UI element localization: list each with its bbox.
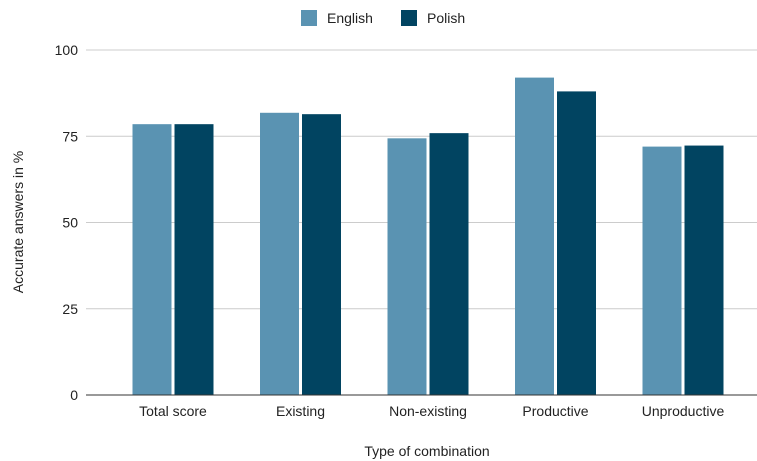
legend-swatch <box>301 10 317 26</box>
bar-english-2[interactable] <box>260 112 299 395</box>
y-tick-label: 50 <box>62 215 78 231</box>
y-tick-label: 75 <box>62 128 78 144</box>
bar-english-3[interactable] <box>387 138 427 395</box>
x-tick-label: Unproductive <box>642 403 725 419</box>
legend-label: English <box>327 10 373 26</box>
bar-english-4[interactable] <box>515 77 554 395</box>
legend-label: Polish <box>427 10 465 26</box>
bar-polish-5[interactable] <box>684 145 724 395</box>
bar-english-1[interactable] <box>132 124 172 396</box>
bar-polish-3[interactable] <box>429 133 469 395</box>
y-axis-title: Accurate answers in % <box>10 151 26 293</box>
y-tick-label: 25 <box>62 301 78 317</box>
legend-item-english[interactable]: English <box>301 10 373 26</box>
x-axis-ticks: Total score Existing Non-existing Productiv… <box>139 403 724 419</box>
legend-swatch <box>401 10 417 26</box>
y-tick-label: 100 <box>55 42 79 58</box>
bar-polish-4[interactable] <box>557 91 596 396</box>
x-tick-label: Non-existing <box>389 403 467 419</box>
legend[interactable]: English Polish <box>301 10 465 26</box>
legend-item-polish[interactable]: Polish <box>401 10 465 26</box>
bars <box>132 77 724 396</box>
bar-polish-1[interactable] <box>174 124 214 396</box>
y-tick-label: 0 <box>70 387 78 403</box>
bar-polish-2[interactable] <box>302 114 341 396</box>
x-tick-label: Productive <box>522 403 588 419</box>
x-axis-title: Type of combination <box>364 443 489 459</box>
bar-english-5[interactable] <box>642 146 682 395</box>
x-tick-label: Existing <box>276 403 325 419</box>
y-axis-ticks: 0 25 50 75 100 <box>55 42 79 403</box>
x-tick-label: Total score <box>139 403 207 419</box>
